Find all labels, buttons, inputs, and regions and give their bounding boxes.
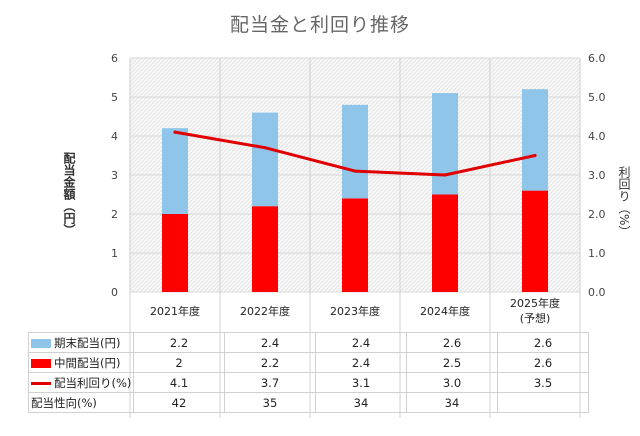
legend-swatch (31, 381, 51, 385)
row-header: 期末配当(円) (28, 332, 134, 353)
table-cell: 3.0 (406, 372, 498, 393)
table-cell: 34 (315, 392, 407, 413)
y-tick-label-left: 6 (111, 52, 118, 65)
table-cell: 35 (224, 392, 316, 413)
row-header: 配当利回り(%) (28, 372, 134, 393)
data-table: 期末配当(円) 2.2 2.4 2.4 2.6 2.6 中間配当(円) 2 2.2 2.4 2.5 2… (28, 332, 589, 413)
point-dividend-yield (263, 146, 267, 150)
bar-period-end-dividend (162, 128, 188, 214)
x-tick-label: 2022年度 (240, 305, 290, 318)
table-row: 期末配当(円) 2.2 2.4 2.4 2.6 2.6 (28, 332, 589, 353)
table-cell: 3.7 (224, 372, 316, 393)
category-label: 2024年度 (420, 305, 470, 318)
category-label: 2023年度 (330, 305, 380, 318)
bar-period-end-dividend (252, 112, 278, 207)
row-label: 配当性向(%) (31, 395, 97, 410)
bar-interim-dividend (162, 214, 188, 292)
row-header: 中間配当(円) (28, 352, 134, 373)
category-label: 2021年度 (150, 305, 200, 318)
y-tick-label-left: 5 (111, 91, 118, 104)
bar-interim-dividend (252, 206, 278, 292)
table-cell: 2.4 (315, 332, 407, 353)
bar-period-end-dividend (342, 104, 368, 199)
table-cell: 2 (133, 352, 225, 373)
y-tick-label-right: 3.0 (588, 169, 606, 182)
legend-swatch (31, 358, 51, 368)
row-header: 配当性向(%) (28, 392, 134, 413)
y-tick-label-left: 0 (111, 286, 118, 299)
bar-interim-dividend (522, 190, 548, 292)
y-tick-label-right: 0.0 (588, 286, 606, 299)
table-cell: 2.5 (406, 352, 498, 373)
table-row: 配当性向(%) 42 35 34 34 (28, 392, 589, 413)
table-cell: 2.6 (497, 352, 589, 373)
table-cell (497, 392, 589, 413)
point-dividend-yield (443, 173, 447, 177)
table-cell: 2.6 (406, 332, 498, 353)
table-cell: 2.6 (497, 332, 589, 353)
y-tick-label-right: 4.0 (588, 130, 606, 143)
table-cell: 34 (406, 392, 498, 413)
y-tick-label-left: 4 (111, 130, 118, 143)
table-row: 配当利回り(%) 4.1 3.7 3.1 3.0 3.5 (28, 372, 589, 393)
point-dividend-yield (353, 169, 357, 173)
category-label: 2022年度 (240, 305, 290, 318)
y-axis-label-left: 配当金額（円） (62, 152, 76, 236)
bar-interim-dividend (342, 198, 368, 292)
y-tick-label-left: 1 (111, 247, 118, 260)
table-cell: 3.5 (497, 372, 589, 393)
table-cell: 3.1 (315, 372, 407, 393)
x-tick-label: 2021年度 (150, 305, 200, 318)
y-tick-label-left: 2 (111, 208, 118, 221)
y-tick-label-right: 5.0 (588, 91, 606, 104)
legend-swatch (31, 338, 51, 348)
row-label: 配当利回り(%) (54, 375, 132, 390)
y-axis-label-right: 利回り（%） (617, 166, 631, 238)
category-label: 2025年度 (予想) (510, 297, 560, 325)
chart-title: 配当金と利回り推移 (229, 14, 410, 36)
table-cell: 2.2 (224, 352, 316, 373)
point-dividend-yield (173, 130, 177, 134)
bar-interim-dividend (432, 194, 458, 292)
point-dividend-yield (533, 153, 537, 158)
x-tick-label: 2023年度 (330, 305, 380, 318)
table-cell: 2.2 (133, 332, 225, 353)
y-tick-label-left: 3 (111, 169, 118, 182)
table-cell: 4.1 (133, 372, 225, 393)
bar-period-end-dividend (522, 89, 548, 191)
table-cell: 42 (133, 392, 225, 413)
y-tick-label-right: 1.0 (588, 247, 606, 260)
row-label: 期末配当(円) (54, 335, 121, 350)
x-tick-label: 2024年度 (420, 305, 470, 318)
table-cell: 2.4 (315, 352, 407, 373)
table-row: 中間配当(円) 2 2.2 2.4 2.5 2.6 (28, 352, 589, 373)
table-cell: 2.4 (224, 332, 316, 353)
bar-period-end-dividend (432, 93, 458, 195)
y-tick-label-right: 6.0 (588, 52, 606, 65)
x-tick-label: 2025年度 (予想) (510, 297, 560, 325)
y-tick-label-right: 2.0 (588, 208, 606, 221)
row-label: 中間配当(円) (54, 355, 121, 370)
